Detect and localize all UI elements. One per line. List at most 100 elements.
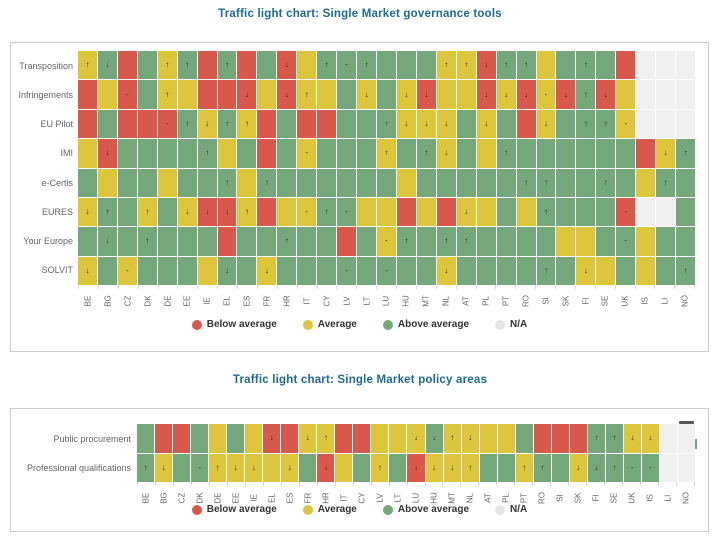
heatmap-cell[interactable]: [416, 197, 436, 227]
heatmap-cell[interactable]: [636, 139, 656, 168]
heatmap-cell[interactable]: -: [377, 227, 396, 256]
heatmap-cell[interactable]: ↓: [436, 139, 456, 168]
legend-item-average[interactable]: Average: [302, 319, 357, 330]
heatmap-cell[interactable]: [157, 256, 177, 285]
heatmap-cell[interactable]: -: [117, 80, 137, 109]
heatmap-cell[interactable]: [636, 227, 656, 256]
heatmap-cell[interactable]: ↑: [396, 227, 416, 256]
heatmap-cell[interactable]: [456, 168, 476, 197]
heatmap-cell[interactable]: [656, 51, 676, 80]
heatmap-cell[interactable]: ↓: [476, 109, 496, 139]
heatmap-cell[interactable]: [97, 256, 117, 285]
heatmap-cell[interactable]: ↓: [277, 80, 297, 109]
heatmap-cell[interactable]: ↑: [416, 139, 436, 168]
heatmap-cell[interactable]: [516, 197, 536, 227]
heatmap-cell[interactable]: [173, 424, 191, 453]
heatmap-cell[interactable]: [277, 139, 297, 168]
heatmap-cell[interactable]: [636, 51, 656, 80]
heatmap-cell[interactable]: [117, 51, 137, 80]
heatmap-cell[interactable]: [456, 256, 476, 285]
heatmap-cell[interactable]: ↑: [297, 80, 317, 109]
heatmap-cell[interactable]: ↓: [656, 139, 676, 168]
heatmap-cell[interactable]: [536, 139, 556, 168]
heatmap-cell[interactable]: [197, 80, 217, 109]
heatmap-cell[interactable]: [137, 80, 157, 109]
heatmap-cell[interactable]: ↑: [371, 453, 389, 482]
heatmap-cell[interactable]: [173, 453, 191, 482]
heatmap-cell[interactable]: ↑: [137, 227, 157, 256]
heatmap-cell[interactable]: ↓: [217, 197, 237, 227]
heatmap-cell[interactable]: [556, 256, 576, 285]
heatmap-cell[interactable]: ↑: [436, 227, 456, 256]
heatmap-cell[interactable]: ↑: [576, 80, 596, 109]
heatmap-cell[interactable]: [516, 256, 536, 285]
heatmap-cell[interactable]: ↓: [476, 51, 496, 80]
heatmap-cell[interactable]: [78, 139, 97, 168]
heatmap-cell[interactable]: ↓: [576, 256, 596, 285]
heatmap-cell[interactable]: -: [616, 227, 636, 256]
heatmap-cell[interactable]: [177, 256, 197, 285]
heatmap-cell[interactable]: [357, 168, 377, 197]
heatmap-cell[interactable]: [576, 139, 596, 168]
heatmap-cell[interactable]: [496, 227, 516, 256]
heatmap-cell[interactable]: [396, 168, 416, 197]
heatmap-cell[interactable]: ↑: [576, 109, 596, 139]
heatmap-cell[interactable]: ↓: [257, 256, 277, 285]
heatmap-cell[interactable]: ↓: [425, 453, 443, 482]
heatmap-cell[interactable]: [659, 424, 677, 453]
heatmap-cell[interactable]: [656, 197, 676, 227]
heatmap-cell[interactable]: [197, 51, 217, 80]
heatmap-cell[interactable]: [357, 139, 377, 168]
heatmap-cell[interactable]: [476, 256, 496, 285]
heatmap-cell[interactable]: [556, 197, 576, 227]
heatmap-cell[interactable]: ↑: [157, 51, 177, 80]
heatmap-cell[interactable]: [155, 424, 173, 453]
heatmap-cell[interactable]: [656, 80, 676, 109]
heatmap-cell[interactable]: [496, 168, 516, 197]
heatmap-cell[interactable]: [191, 424, 209, 453]
heatmap-cell[interactable]: [317, 109, 337, 139]
heatmap-cell[interactable]: [277, 168, 297, 197]
heatmap-cell[interactable]: [416, 256, 436, 285]
heatmap-cell[interactable]: ↓: [536, 109, 556, 139]
heatmap-cell[interactable]: [389, 453, 407, 482]
heatmap-cell[interactable]: ↓: [436, 256, 456, 285]
heatmap-cell[interactable]: [636, 197, 656, 227]
heatmap-cell[interactable]: [335, 453, 353, 482]
heatmap-cell[interactable]: ↓: [245, 453, 263, 482]
heatmap-cell[interactable]: [297, 168, 317, 197]
legend-item-above-average[interactable]: Above average: [382, 319, 469, 330]
heatmap-cell[interactable]: [536, 227, 556, 256]
heatmap-cell[interactable]: ↑: [576, 51, 596, 80]
heatmap-cell[interactable]: ↑: [257, 168, 277, 197]
heatmap-cell[interactable]: [157, 227, 177, 256]
heatmap-cell[interactable]: [556, 139, 576, 168]
heatmap-cell[interactable]: [117, 109, 137, 139]
heatmap-cell[interactable]: -: [616, 197, 636, 227]
heatmap-cell[interactable]: [479, 424, 497, 453]
heatmap-cell[interactable]: [436, 80, 456, 109]
heatmap-cell[interactable]: ↓: [461, 424, 479, 453]
heatmap-cell[interactable]: ↓: [97, 139, 117, 168]
heatmap-cell[interactable]: ↑: [516, 51, 536, 80]
heatmap-cell[interactable]: [217, 139, 237, 168]
heatmap-cell[interactable]: [357, 256, 377, 285]
heatmap-cell[interactable]: ↓: [227, 453, 245, 482]
heatmap-cell[interactable]: ↓: [97, 227, 117, 256]
heatmap-cell[interactable]: [337, 168, 357, 197]
heatmap-cell[interactable]: [436, 197, 456, 227]
legend-item-above-average[interactable]: Above average: [382, 504, 469, 515]
heatmap-cell[interactable]: ↑: [157, 80, 177, 109]
heatmap-cell[interactable]: [616, 80, 636, 109]
heatmap-cell[interactable]: [78, 109, 97, 139]
heatmap-cell[interactable]: ↑: [137, 197, 157, 227]
heatmap-cell[interactable]: ↓: [516, 80, 536, 109]
heatmap-cell[interactable]: ↑: [317, 51, 337, 80]
heatmap-cell[interactable]: ↓: [217, 256, 237, 285]
heatmap-cell[interactable]: ↓: [281, 453, 299, 482]
heatmap-cell[interactable]: [456, 80, 476, 109]
heatmap-cell[interactable]: [281, 424, 299, 453]
heatmap-cell[interactable]: [676, 51, 695, 80]
heatmap-cell[interactable]: [257, 80, 277, 109]
heatmap-cell[interactable]: ↓: [97, 51, 117, 80]
